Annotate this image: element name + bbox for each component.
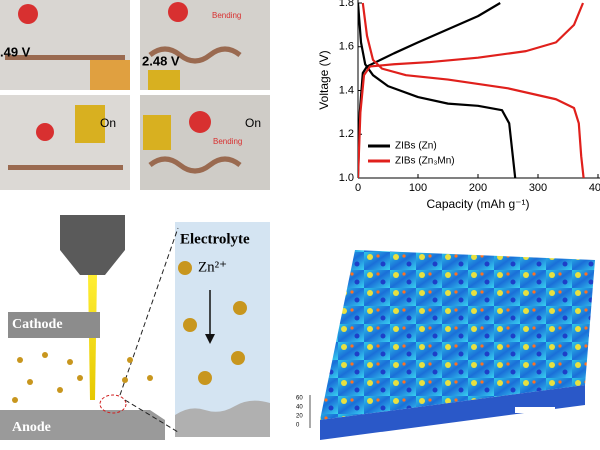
x-tick-label: 0 [355,182,361,194]
surface-plot: 60 40 20 0 [296,250,595,440]
line [358,2,585,178]
line [361,2,585,178]
nozzle [60,215,125,275]
photo [0,95,130,190]
ions [12,261,247,403]
on-label: On [245,116,261,130]
legend-label: ZIBs (Zn) [395,141,437,152]
x-tick-label: 300 [529,182,547,194]
y-tick-label: 1.4 [339,84,354,96]
legend-label: ZIBs (Zn₃Mn) [395,156,455,167]
bending-label: Bending [213,137,242,146]
z-tick-label: 20 [296,414,303,420]
zoom-line [119,227,179,396]
device [148,156,242,174]
line [358,2,501,178]
fan [168,2,188,22]
highlight [99,394,127,414]
z-tick-label: 0 [296,423,300,429]
surface-detail [175,400,270,437]
fan [36,123,54,141]
deposition-diagram: Cathode Anode Electrolyte Zn²⁺ [0,215,270,440]
x-tick-label: 100 [409,182,427,194]
on-label: On [100,116,116,130]
anode [0,410,165,440]
device [5,55,125,60]
device [148,46,242,64]
chart: 1.0 1.2 1.4 1.6 1.8 0 100 200 300 400 Capacity (mA… [317,0,600,211]
zoom-line [124,399,179,433]
bending-label: Bending [212,11,241,20]
multimeter [148,70,180,90]
anode-label: Anode [12,420,51,435]
x-tick-label: 200 [469,182,487,194]
electrolyte-label: Electrolyte [180,231,250,247]
x-axis-label: Capacity (mAh g⁻¹) [426,197,529,211]
device [8,165,123,170]
voltage-label: .49 V [0,44,31,59]
multimeter [75,105,105,143]
ion-label: Zn²⁺ [198,259,227,275]
surface [320,250,595,420]
cathode [8,312,100,338]
multimeter [90,60,130,90]
line [358,2,517,178]
y-tick-label: 1.6 [339,41,354,53]
z-tick-label: 40 [296,405,303,411]
cathode-label: Cathode [12,317,63,332]
y-axis-label: Voltage (V) [317,50,331,109]
y-tick-label: 1.2 [339,128,354,140]
voltage-label: 2.48 V [142,53,180,68]
multimeter [143,115,171,150]
photo-panel: .49 V Bending 2.48 V On Bending On [0,0,270,190]
plot-area [358,2,585,178]
fan [18,4,38,24]
z-tick-label: 60 [296,396,303,402]
arrow-head [205,334,215,344]
scale-bar [515,407,555,413]
y-tick-label: 1.8 [339,0,354,9]
surface-edge [320,385,585,440]
x-tick-label: 400 [589,182,600,194]
fan [189,111,211,133]
y-tick-label: 1.0 [339,172,354,184]
